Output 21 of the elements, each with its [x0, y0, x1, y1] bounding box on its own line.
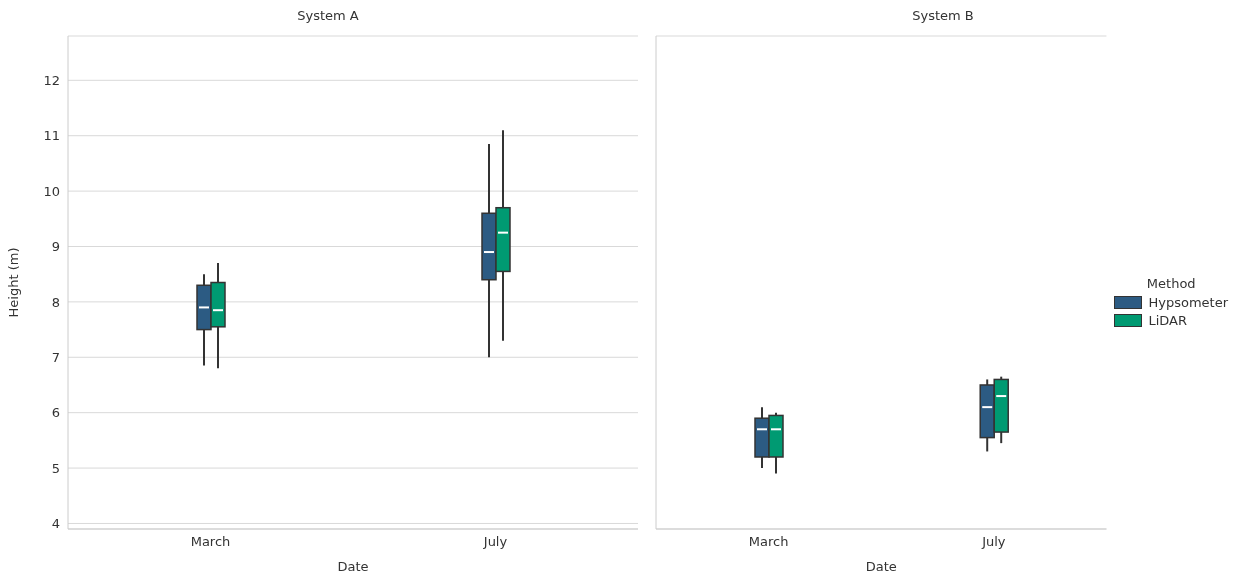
y-tick-label: 7: [51, 349, 60, 365]
x-tick-label: March: [190, 534, 231, 550]
y-axis-title: Height (m): [5, 247, 21, 318]
legend-label: Hypsometer: [1148, 295, 1228, 310]
y-tick-label: 12: [43, 72, 60, 88]
y-tick-label: 9: [51, 239, 60, 255]
chart-title: System A: [296, 8, 360, 25]
legend-title: Method: [1145, 276, 1197, 291]
chart-title: System B: [911, 8, 975, 25]
legend-label: LiDAR: [1148, 313, 1187, 328]
x-tick-label: July: [482, 534, 508, 550]
y-tick-label: 4: [51, 516, 60, 532]
x-tick-label: July: [981, 534, 1006, 550]
x-tick-label: March: [748, 534, 789, 550]
x-axis-title: Date: [337, 559, 369, 574]
y-tick-label: 11: [43, 128, 60, 144]
y-tick-label: 10: [43, 183, 60, 199]
y-tick-label: 6: [51, 405, 60, 421]
x-axis-title: Date: [865, 559, 897, 574]
y-tick-label: 5: [51, 460, 60, 476]
y-tick-label: 8: [51, 294, 60, 310]
